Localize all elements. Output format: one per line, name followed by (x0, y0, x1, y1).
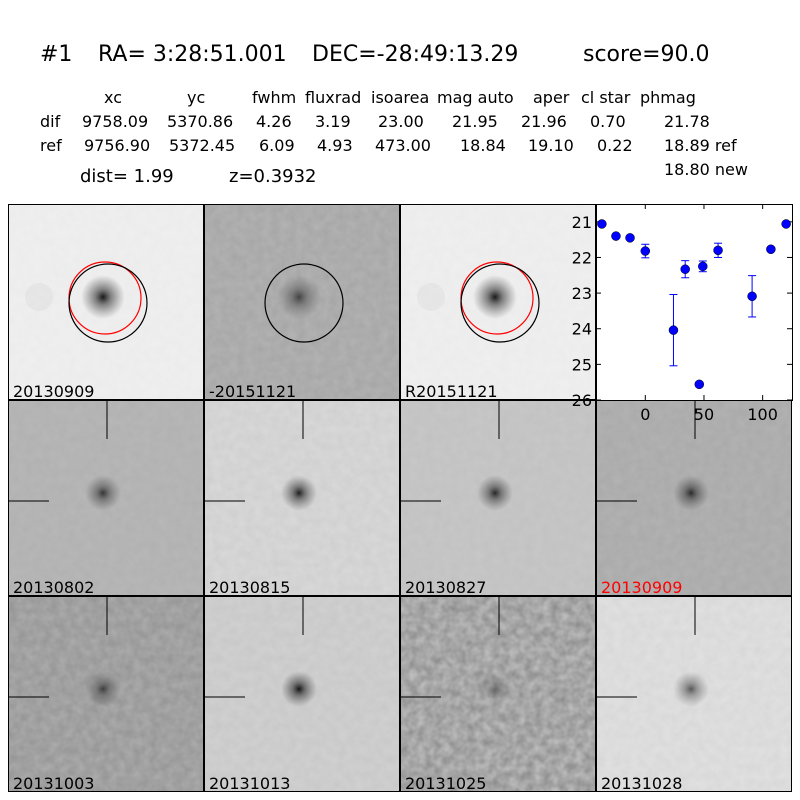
column-header: mag auto (437, 88, 514, 107)
cutout-date-label: 20131028 (601, 774, 683, 792)
table-cell: 4.93 (317, 136, 353, 155)
table-cell: 23.00 (378, 112, 424, 131)
source-blob (673, 475, 709, 511)
data-point (597, 219, 607, 229)
cutout-date-label: 20130909 (13, 382, 95, 400)
redshift-value: z=0.3932 (229, 166, 317, 187)
black-aperture-circle (68, 263, 148, 343)
table-cell: 3.19 (315, 112, 351, 131)
column-header: xc (104, 88, 122, 107)
column-header: phmag (640, 88, 696, 107)
image-cutout[interactable]: 20130815 (204, 400, 400, 596)
column-header: aper (533, 88, 570, 107)
source-blob (81, 275, 125, 319)
y-tick-label: 25 (572, 355, 592, 374)
table-cell: 5372.45 (169, 136, 236, 155)
x-tick-label: 100 (747, 405, 778, 424)
x-tick-label: 0 (640, 405, 650, 424)
cutout-date-label: 20130827 (405, 578, 487, 596)
image-cutout[interactable]: 20131013 (204, 596, 400, 792)
data-point (747, 291, 757, 302)
x-tick-label: 50 (694, 405, 714, 424)
cutout-date-label: 20130815 (209, 578, 291, 596)
image-cutout[interactable]: 20130909 (8, 204, 204, 400)
dist-value: dist= 1.99 (80, 166, 174, 187)
source-blob (473, 275, 517, 319)
image-cutout[interactable]: 20131025 (400, 596, 596, 792)
data-point (640, 246, 651, 256)
table-cell: 18.89 ref (664, 136, 737, 155)
dec-value: DEC=-28:49:13.29 (312, 42, 519, 67)
data-point (698, 261, 708, 272)
table-cell: 9756.90 (84, 136, 151, 155)
table-cell: 473.00 (375, 136, 431, 155)
black-aperture-circle (264, 263, 344, 343)
data-point (668, 325, 679, 335)
source-blob (85, 671, 121, 707)
source-blob (85, 475, 121, 511)
image-cutout[interactable]: R20151121 (400, 204, 596, 400)
table-cell: 21.78 (664, 112, 710, 131)
source-blob (477, 671, 513, 707)
row-label: ref (40, 136, 62, 155)
table-cell: 4.26 (256, 112, 292, 131)
image-cutout[interactable]: 20130827 (400, 400, 596, 596)
column-header: cl star (581, 88, 631, 107)
image-cutout[interactable]: -20151121 (204, 204, 400, 400)
image-cutout[interactable]: 20131003 (8, 596, 204, 792)
cutout-date-label: 20131003 (13, 774, 95, 792)
source-blob (477, 475, 513, 511)
cutout-date-label: R20151121 (405, 382, 498, 400)
y-tick-label: 24 (572, 320, 592, 339)
cutout-date-label: 20130802 (13, 578, 95, 596)
score-value: score=90.0 (583, 42, 710, 67)
column-header: yc (187, 88, 206, 107)
table-cell: 6.09 (259, 136, 295, 155)
table-cell: 19.10 (528, 136, 574, 155)
source-blob (673, 671, 709, 707)
data-point (694, 379, 705, 390)
cutout-date-label: 20131013 (209, 774, 291, 792)
data-point (766, 244, 776, 255)
table-cell: 0.70 (590, 112, 626, 131)
image-cutout[interactable]: 20130802 (8, 400, 204, 596)
data-point (781, 219, 791, 229)
image-cutout[interactable]: 20131028 (596, 596, 792, 792)
table-cell: 0.22 (597, 136, 633, 155)
image-cutout[interactable]: 20130909 (596, 400, 792, 596)
table-cell: 21.96 (521, 112, 567, 131)
table-cell: 21.95 (452, 112, 498, 131)
light-curve-chart: 21 22 23 24 25 26 0 50 100 (572, 204, 793, 424)
row-label: dif (40, 112, 61, 131)
data-point (713, 245, 723, 256)
column-header: isoarea (371, 88, 430, 107)
table-cell: 9758.09 (82, 112, 149, 131)
y-tick-label: 23 (572, 284, 592, 303)
plot-area (596, 204, 793, 401)
cutout-date-label: 20130909 (601, 578, 683, 596)
column-header: fluxrad (305, 88, 362, 107)
source-blob (281, 475, 317, 511)
data-point (611, 231, 621, 241)
cutout-date-label: 20131025 (405, 774, 487, 792)
ra-value: RA= 3:28:51.001 (98, 42, 287, 67)
y-tick-label: 26 (572, 391, 592, 410)
candidate-id: #1 (40, 42, 73, 67)
table-cell: 18.84 (460, 136, 506, 155)
black-aperture-circle (460, 263, 540, 343)
source-blob (277, 275, 321, 319)
source-blob (281, 671, 317, 707)
data-point (680, 264, 690, 274)
y-tick-label: 22 (572, 248, 592, 267)
new-mag: 18.80 new (664, 160, 748, 179)
cutout-date-label: -20151121 (209, 382, 297, 400)
table-cell: 5370.86 (167, 112, 234, 131)
column-header: fwhm (252, 88, 297, 107)
y-tick-label: 21 (572, 213, 592, 232)
data-point (625, 233, 635, 243)
